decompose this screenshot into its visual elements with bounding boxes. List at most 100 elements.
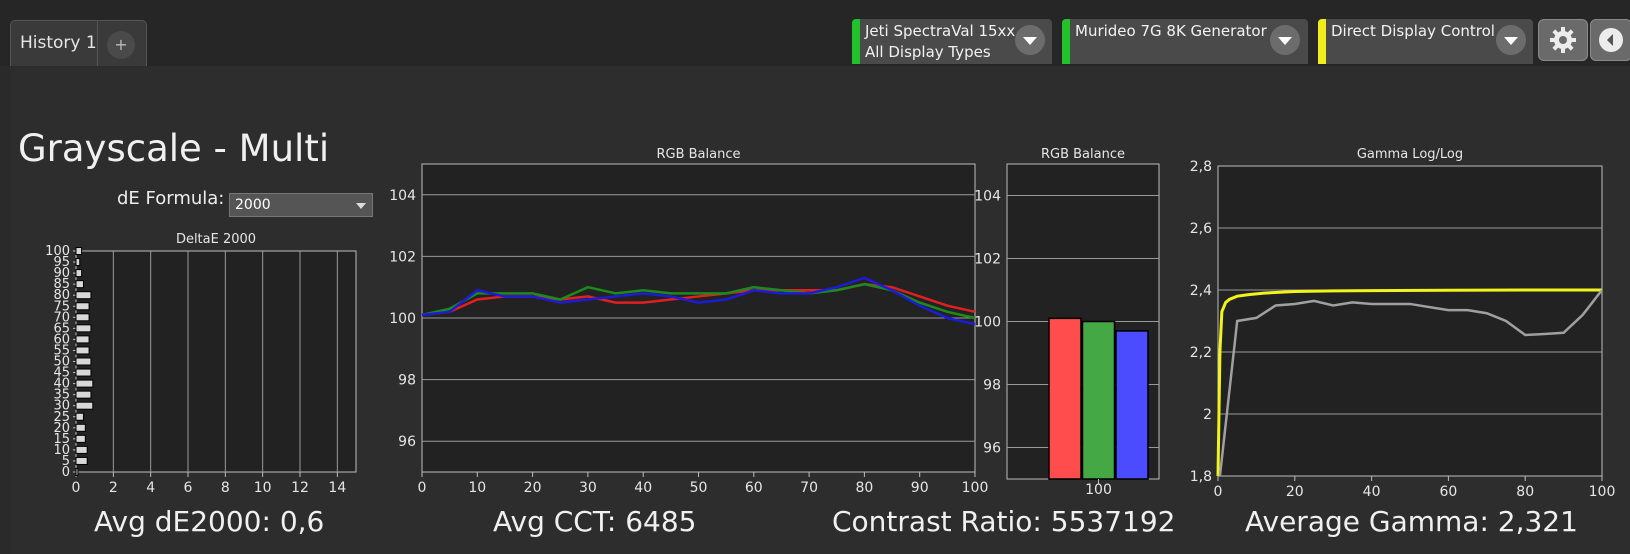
gamma-chart: Gamma Log/Log 1,8 2 2,2 2,4 2,6 2,8 0 20 40 60 80 10…: [1190, 147, 1616, 500]
rgb-line-x-tick-label: 50: [690, 480, 708, 496]
avg-gamma-readout: Average Gamma: 2,321: [1245, 505, 1578, 538]
settings-button[interactable]: [1538, 19, 1588, 61]
deltae-bar: [75, 280, 84, 289]
rgb-bar-y-tick-label: 102: [974, 252, 1001, 268]
rgb-line-y-tick-label: 100: [389, 311, 416, 327]
rgb-bar-y-tick-label: 104: [974, 189, 1001, 205]
de-formula-value: 2000: [235, 197, 271, 213]
deltae-bar: [75, 401, 94, 410]
gamma-series-target: [1216, 288, 1602, 477]
rgb-line-x-tick-label: 100: [962, 480, 989, 496]
generator-name: Murideo 7G 8K Generator: [1075, 22, 1267, 40]
gamma-x-tick-label: 0: [1214, 484, 1223, 500]
deltae-y-tick-label: 65: [53, 321, 70, 336]
rgb-line-series-green: [421, 282, 976, 320]
tab-history-label[interactable]: History 1: [20, 33, 97, 53]
deltae-y-tick-label: 80: [53, 288, 70, 303]
tab-history-1[interactable]: History 1 +: [10, 20, 147, 67]
rgb-bar-red: [1048, 317, 1082, 480]
rgb-bar-blue: [1115, 330, 1149, 480]
deltae-bar: [75, 390, 92, 399]
avg-de-readout: Avg dE2000: 0,6: [94, 505, 325, 538]
display-control-selector[interactable]: Direct Display Control: [1318, 19, 1533, 64]
rgb-line-x-tick-label: 30: [579, 480, 597, 496]
rgb-line-x-tick-label: 40: [634, 480, 652, 496]
deltae-y-tick-label: 100: [45, 244, 70, 259]
rgb-line-x-tick-label: 70: [800, 480, 818, 496]
deltae-y-tick-label: 70: [53, 310, 70, 325]
deltae-bar: [75, 313, 90, 322]
deltae-bar: [75, 468, 79, 476]
gamma-x-tick-label: 40: [1363, 484, 1381, 500]
deltae-bar: [75, 291, 92, 300]
deltae-y-tick-label: 0: [62, 465, 70, 480]
deltae-x-tick-label: 6: [184, 480, 193, 496]
rgb-line-y-tick-label: 98: [398, 373, 416, 389]
rgb-bar-x-tick-label: 100: [1085, 482, 1112, 498]
deltae-y-tick-label: 15: [53, 432, 70, 447]
contrast-ratio-readout: Contrast Ratio: 5537192: [832, 505, 1176, 538]
meter-dropdown-icon[interactable]: [1015, 25, 1045, 55]
deltae-y-tick-label: 55: [53, 343, 70, 358]
deltae-x-tick-label: 4: [146, 480, 155, 496]
gamma-y-tick-label: 2,2: [1190, 345, 1212, 361]
deltae-y-tick-label: 90: [53, 266, 70, 281]
deltae-bar: [75, 357, 92, 366]
rgb-line-x-tick-label: 20: [524, 480, 542, 496]
gamma-plot-area: [1217, 165, 1603, 477]
gear-icon: [1550, 27, 1576, 53]
deltae-chart-title: DeltaE 2000: [176, 232, 256, 247]
rgb-bar-chart-title: RGB Balance: [1041, 147, 1125, 162]
rgb-bar-y-tick-label: 98: [983, 378, 1001, 394]
rgb-line-x-tick-label: 80: [855, 480, 873, 496]
deltae-y-tick-label: 60: [53, 332, 70, 347]
top-toolbar: History 1 + Jeti SpectraVal 15xx All Dis…: [0, 0, 1630, 67]
gamma-x-tick-label: 20: [1286, 484, 1304, 500]
rgb-line-x-tick-label: 0: [418, 480, 427, 496]
collapse-panel-button[interactable]: [1590, 19, 1630, 61]
meter-name: Jeti SpectraVal 15xx: [865, 22, 1016, 40]
deltae-bar: [75, 258, 81, 267]
deltae-y-tick-label: 25: [53, 410, 70, 425]
rgb-line-x-tick-label: 10: [468, 480, 486, 496]
deltae-bar: [75, 456, 88, 465]
deltae-bar: [75, 302, 90, 311]
deltae-y-tick-label: 5: [62, 454, 70, 469]
deltae-bar: [75, 412, 84, 421]
rgb-balance-bar-chart: RGB Balance 96 98 100 102 104 100: [974, 147, 1160, 498]
deltae-y-tick-label: 35: [53, 388, 70, 403]
deltae-y-tick-label: 40: [53, 377, 70, 392]
de-formula-select[interactable]: 2000: [229, 193, 373, 217]
deltae-y-tick-label: 75: [53, 299, 70, 314]
meter-status-led: [852, 19, 860, 64]
gamma-y-tick-label: 2,4: [1190, 283, 1212, 299]
deltae-bar: [75, 324, 92, 333]
deltae-x-tick-label: 0: [72, 480, 81, 496]
avg-cct-readout: Avg CCT: 6485: [493, 505, 697, 538]
gamma-chart-title: Gamma Log/Log: [1357, 147, 1463, 162]
display-control-name: Direct Display Control: [1331, 22, 1495, 40]
gamma-y-tick-label: 1,8: [1190, 469, 1212, 485]
display-control-dropdown-icon[interactable]: [1496, 25, 1526, 55]
generator-dropdown-icon[interactable]: [1270, 25, 1300, 55]
deltae-bar: [75, 445, 88, 454]
rgb-line-chart-title: RGB Balance: [656, 147, 740, 162]
rgb-line-x-tick-label: 90: [911, 480, 929, 496]
generator-device-selector[interactable]: Murideo 7G 8K Generator: [1062, 19, 1308, 64]
deltae-x-tick-label: 8: [221, 480, 230, 496]
gamma-series-measured: [1218, 289, 1603, 477]
deltae-y-tick-label: 85: [53, 277, 70, 292]
meter-device-selector[interactable]: Jeti SpectraVal 15xx All Display Types: [852, 19, 1052, 64]
deltae-plot-area: [75, 250, 357, 473]
deltae-x-tick-label: 12: [291, 480, 309, 496]
add-tab-button[interactable]: +: [107, 31, 135, 59]
deltae-bar: [75, 247, 83, 255]
rgb-bar-green: [1081, 320, 1116, 480]
deltae-y-tick-label: 50: [53, 355, 70, 370]
rgb-line-y-tick-label: 96: [398, 434, 416, 450]
deltae-x-tick-label: 10: [254, 480, 272, 496]
rgb-balance-line-chart: RGB Balance 96 98 100 102 104 0 10 20 30 40 50 60 70 8…: [389, 147, 988, 496]
deltae-bar: [75, 434, 86, 443]
